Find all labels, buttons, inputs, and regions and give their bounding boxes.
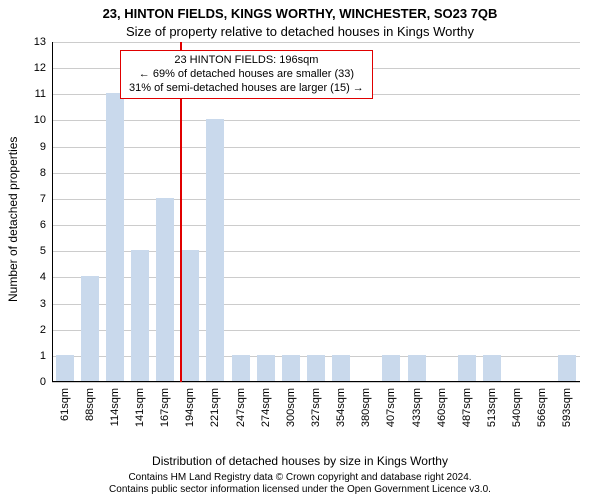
bar-slot: 540sqm [508,42,526,382]
x-tick-label: 380sqm [360,388,372,427]
y-tick-label: 9 [40,141,46,153]
y-tick-label: 8 [40,167,46,179]
histogram-bar [81,276,99,382]
histogram-bar [558,355,576,382]
x-tick-label: 274sqm [260,388,272,427]
bar-slot: 566sqm [533,42,551,382]
y-axis-line [52,42,53,382]
x-tick-label: 327sqm [310,388,322,427]
y-tick-label: 11 [35,88,46,100]
x-tick-label: 540sqm [511,388,523,427]
y-tick-label: 5 [40,245,46,257]
chart-container: { "title": { "text": "23, HINTON FIELDS,… [0,0,600,500]
x-tick-label: 566sqm [536,388,548,427]
x-tick-label: 167sqm [159,388,171,427]
x-axis-line [52,381,580,382]
bar-slot: 61sqm [56,42,74,382]
histogram-bar [56,355,74,382]
histogram-bar [257,355,275,382]
y-tick-label: 7 [40,193,46,205]
y-tick-label: 6 [40,219,46,231]
y-tick-label: 13 [34,36,46,48]
y-tick-label: 2 [40,324,46,336]
y-tick-label: 0 [40,376,46,388]
footer-attribution: Contains HM Land Registry data © Crown c… [0,472,600,496]
histogram-bar [458,355,476,382]
bar-slot: 593sqm [558,42,576,382]
plot-area: 01234567891011121361sqm88sqm114sqm141sqm… [52,42,580,382]
bar-slot: 460sqm [433,42,451,382]
footer-line-1: Contains HM Land Registry data © Crown c… [0,472,600,484]
bar-slot: 407sqm [382,42,400,382]
histogram-bar [232,355,250,382]
y-tick-label: 12 [34,62,46,74]
bar-slot: 433sqm [408,42,426,382]
x-tick-label: 433sqm [411,388,423,427]
x-tick-label: 88sqm [84,388,96,421]
x-tick-label: 593sqm [561,388,573,427]
chart-title: 23, HINTON FIELDS, KINGS WORTHY, WINCHES… [0,6,600,21]
histogram-bar [307,355,325,382]
grid-line [52,382,580,383]
x-tick-label: 194sqm [184,388,196,427]
histogram-bar [483,355,501,382]
y-tick-label: 3 [40,298,46,310]
x-tick-label: 460sqm [436,388,448,427]
annotation-box: 23 HINTON FIELDS: 196sqm← 69% of detache… [120,50,373,99]
y-tick-label: 1 [40,350,46,362]
histogram-bar [181,250,199,382]
y-axis-label: Number of detached properties [6,137,20,302]
x-axis-label: Distribution of detached houses by size … [0,454,600,468]
y-tick-label: 4 [40,271,46,283]
bar-slot: 513sqm [483,42,501,382]
chart-subtitle: Size of property relative to detached ho… [0,24,600,39]
x-tick-label: 141sqm [134,388,146,427]
x-tick-label: 513sqm [486,388,498,427]
bar-slot: 487sqm [458,42,476,382]
footer-line-2: Contains public sector information licen… [0,484,600,496]
annotation-larger: 31% of semi-detached houses are larger (… [129,82,364,96]
x-tick-label: 300sqm [285,388,297,427]
x-tick-label: 354sqm [335,388,347,427]
x-tick-label: 487sqm [461,388,473,427]
histogram-bar [408,355,426,382]
x-tick-label: 61sqm [59,388,71,421]
histogram-bar [106,93,124,382]
x-tick-label: 114sqm [109,388,121,426]
x-tick-label: 407sqm [385,388,397,427]
y-tick-label: 10 [34,114,46,126]
bar-slot: 88sqm [81,42,99,382]
annotation-title: 23 HINTON FIELDS: 196sqm [129,54,364,68]
x-tick-label: 247sqm [235,388,247,427]
histogram-bar [131,250,149,382]
histogram-bar [282,355,300,382]
annotation-smaller: ← 69% of detached houses are smaller (33… [129,68,364,82]
x-tick-label: 221sqm [209,388,221,427]
histogram-bar [332,355,350,382]
histogram-bar [156,198,174,382]
histogram-bar [206,119,224,382]
histogram-bar [382,355,400,382]
